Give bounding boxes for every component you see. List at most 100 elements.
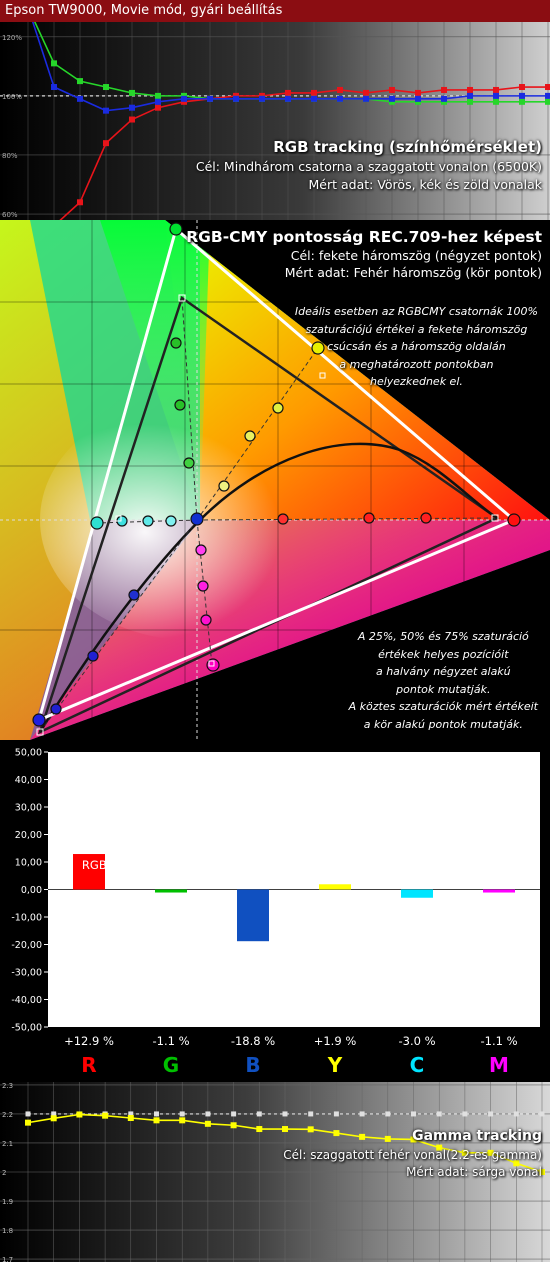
rgb-series-point <box>493 86 499 93</box>
gamma-measured-point <box>25 1119 31 1126</box>
luma-category-label: Y <box>327 1053 343 1077</box>
gamma-tick-label: 2 <box>2 1169 6 1177</box>
gamma-target: Cél: szaggatott fehér vonal(2.2-es gamma… <box>283 1148 542 1162</box>
gamma-measured-point <box>153 1117 160 1124</box>
delta-luma-panel: 50,00 40,00 30,00 20,00 10,00 0,00 -10,00 -20,0… <box>0 740 550 1082</box>
rgb-series-point <box>103 140 109 147</box>
rgb-series-point <box>207 95 213 102</box>
rgb-series-point <box>467 86 473 93</box>
rgb-series-point <box>545 98 550 105</box>
luma-bar <box>73 854 105 890</box>
cie-note-top: Ideális esetben az RGBCMY csatornák 100%… <box>295 303 538 391</box>
delta-luma-subtitle: RGBCMY referencia pontok luminancia pont… <box>81 858 469 872</box>
gamma-measured-point <box>359 1133 366 1140</box>
cie-note-bottom-line: a kör alakú pontok mutatják. <box>363 717 523 731</box>
cie-title: RGB-CMY pontosság REC.709-hez képest <box>186 228 542 246</box>
luma-tick-label: -40,00 <box>11 995 42 1006</box>
cie-note-top-line: helyezkednek el. <box>369 375 463 388</box>
gamma-target-point <box>51 1111 57 1117</box>
gamma-title: Gamma tracking <box>412 1128 542 1144</box>
gamma-tick-label: 2.3 <box>2 1082 13 1090</box>
gamma-measured-point <box>461 1149 468 1156</box>
rgb-series-point <box>363 95 369 102</box>
luma-category-label: C <box>410 1053 425 1077</box>
rgb-series-point <box>155 98 161 105</box>
luma-bar <box>155 889 187 893</box>
cie-note-bottom-line: a halvány négyzet alakú <box>375 665 511 678</box>
cie-note-bottom-line: A köztes szaturációk mért értékeit <box>348 700 538 713</box>
cie-note-bottom-line: pontok mutatják. <box>396 682 491 696</box>
rgb-series-point <box>311 89 317 96</box>
gamma-measured-point <box>256 1126 263 1133</box>
rgb-series-point <box>389 95 395 102</box>
gamma-measured-point <box>410 1136 417 1143</box>
luma-tick-label: -30,00 <box>11 968 42 979</box>
luma-value-label: +12.9 % <box>64 1034 114 1048</box>
rgb-series-point <box>441 95 447 102</box>
gamma-target-point <box>359 1111 365 1117</box>
luma-bar <box>319 884 351 890</box>
gamma-target-point <box>436 1111 442 1117</box>
gamma-measured-point <box>307 1126 314 1133</box>
rgb-series-point <box>545 92 550 99</box>
gamma-measured-point <box>76 1111 83 1118</box>
luma-value-label: -1.1 % <box>152 1034 189 1048</box>
rgb-series-point <box>519 92 525 99</box>
gamma-target-point <box>25 1111 31 1117</box>
rgb-series-point <box>337 95 343 102</box>
rgb-series-point <box>363 89 369 96</box>
gamma-target-point <box>411 1111 416 1117</box>
luma-tick-label: 40,00 <box>15 775 42 786</box>
delta-luma-title: Delta Luma <box>223 836 327 855</box>
rgb-series-point <box>129 116 135 123</box>
rgb-series-point <box>103 107 109 114</box>
gamma-measured-point <box>50 1115 57 1122</box>
gamma-measured-point <box>513 1160 520 1167</box>
cie-note-bottom-line: értékek helyes pozícióit <box>378 647 509 661</box>
luma-bar <box>483 889 515 893</box>
luma-tick-label: 0,00 <box>21 885 42 896</box>
rgb-series-point <box>467 98 473 105</box>
luma-category-label: B <box>245 1053 260 1077</box>
cie-note-top-line: a meghatározott pontokban <box>339 357 494 371</box>
gamma-tick-label: 2.1 <box>2 1140 13 1148</box>
gamma-measured-point <box>282 1126 288 1133</box>
gamma-target-point <box>539 1111 545 1117</box>
rgb-series-point <box>337 86 343 93</box>
luma-tick-label: 30,00 <box>15 803 42 814</box>
gamma-target-point <box>385 1111 391 1117</box>
gamma-measured-point <box>127 1115 134 1121</box>
gamma-target-point <box>462 1111 468 1117</box>
rgb-tick-label: 120% <box>2 34 22 42</box>
luma-tick-label: -50,00 <box>11 1023 42 1034</box>
cie-target: Cél: fekete háromszög (négyzet pontok) <box>290 248 542 263</box>
cie-measured: Mért adat: Fehér háromszög (kör pontok) <box>284 265 542 280</box>
rgb-tracking-title: RGB tracking (színhőmérséklet) <box>273 138 542 156</box>
rgb-tick-label: 60% <box>2 211 18 219</box>
gamma-tick-label: 1.7 <box>2 1256 13 1262</box>
luma-value-label: -3.0 % <box>398 1034 435 1048</box>
gamma-target-point <box>205 1111 211 1117</box>
luma-tick-label: -20,00 <box>11 940 42 951</box>
gamma-target-point <box>333 1111 339 1117</box>
gamma-target-point <box>154 1111 159 1117</box>
gamma-measured-point <box>204 1120 211 1127</box>
luma-tick-label: -10,00 <box>11 913 42 924</box>
rgb-series-point <box>311 95 317 102</box>
cie-gamut-diagram <box>0 220 550 740</box>
rgb-series-point <box>129 104 135 111</box>
gamma-measured-point <box>487 1149 494 1156</box>
cie-note-top-line: szaturációjú értékei a fekete háromszög <box>305 322 528 336</box>
page-banner: Epson TW9000, Movie mód, gyári beállítás <box>0 0 550 22</box>
rgb-series-point <box>441 86 447 93</box>
rgb-tracking-measured: Mért adat: Vörös, kék és zöld vonalak <box>308 177 543 192</box>
luma-value-label: -18.8 % <box>231 1034 275 1048</box>
gamma-target-point <box>282 1111 288 1117</box>
rgb-series-point <box>155 104 161 111</box>
rgb-series-point <box>155 92 161 99</box>
delta-luma-chart: 50,00 40,00 30,00 20,00 10,00 0,00 -10,00 -20,0… <box>11 748 540 1077</box>
rgb-series-point <box>285 95 291 102</box>
gamma-measured-point <box>333 1130 340 1137</box>
cie-note-bottom: A 25%, 50% és 75% szaturáció értékek hel… <box>349 628 538 733</box>
gamma-measured-point <box>230 1122 237 1129</box>
